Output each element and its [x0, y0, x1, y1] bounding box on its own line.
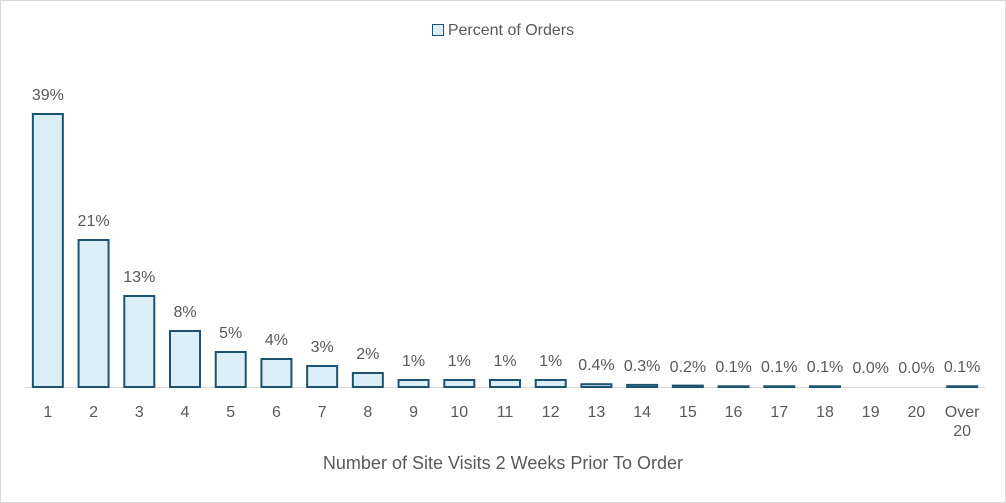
bar [717, 385, 750, 388]
bar [534, 379, 567, 388]
x-tick-label: 16 [724, 404, 743, 421]
bar [671, 384, 704, 389]
bar [489, 379, 521, 388]
x-tick-label: 10 [450, 404, 469, 421]
bar [580, 383, 613, 389]
bar [260, 358, 293, 388]
bar [351, 372, 384, 388]
value-label: 1% [539, 353, 563, 370]
value-label: 0.0% [898, 360, 935, 377]
legend: Percent of Orders [1, 21, 1005, 40]
bar [306, 365, 339, 388]
value-label: 1% [402, 353, 426, 370]
x-tick-label: 4 [180, 404, 190, 421]
value-label: 5% [219, 325, 243, 342]
x-tick-label: 6 [271, 404, 281, 421]
x-tick-label: 12 [541, 404, 560, 421]
value-label: 2% [356, 346, 380, 363]
value-label: 4% [264, 332, 288, 349]
x-tick-label: Over 20 [944, 404, 980, 440]
bar [443, 379, 476, 388]
x-tick-label: 15 [678, 404, 697, 421]
bar [946, 385, 979, 388]
x-tick-label: 20 [907, 404, 926, 421]
value-label: 0.1% [943, 359, 981, 377]
legend-swatch [431, 24, 444, 36]
x-tick-label: 3 [134, 404, 144, 421]
bar [169, 330, 201, 388]
bar [397, 379, 430, 388]
x-tick-label: 2 [89, 404, 99, 421]
x-tick-label: 1 [43, 404, 53, 421]
value-label: 1% [447, 353, 471, 370]
x-tick-label: 9 [409, 404, 419, 421]
value-label: 0.0% [852, 360, 889, 377]
x-axis-title: Number of Site Visits 2 Weeks Prior To O… [322, 453, 684, 473]
bar [214, 351, 247, 388]
bar [763, 385, 796, 388]
value-label: 21% [77, 213, 110, 230]
x-tick-label: 18 [816, 404, 834, 421]
value-label: 13% [123, 269, 156, 286]
bar [123, 295, 156, 388]
value-label: 0.4% [578, 357, 615, 375]
x-tick-label: 7 [317, 404, 327, 421]
bar [31, 113, 64, 388]
x-tick-label: 8 [363, 404, 373, 421]
x-tick-label: 14 [633, 404, 652, 421]
bar [626, 383, 659, 388]
legend-label: Percent of Orders [447, 22, 575, 39]
x-tick-label: 5 [226, 404, 236, 421]
value-label: 8% [173, 304, 197, 321]
value-label: 1% [493, 353, 517, 370]
x-tick-label: 13 [587, 404, 606, 421]
bar [77, 239, 110, 388]
value-label: 0.3% [623, 357, 661, 375]
value-label: 0.2% [669, 358, 707, 376]
x-tick-label: 19 [861, 404, 880, 421]
value-label: 0.1% [806, 359, 844, 377]
x-tick-label: 17 [770, 404, 789, 421]
value-label: 39% [31, 87, 64, 104]
value-label: 0.1% [715, 359, 752, 377]
x-tick-label: 11 [496, 404, 514, 421]
bar [809, 385, 841, 388]
value-label: 0.1% [761, 359, 798, 377]
value-label: 3% [310, 339, 334, 356]
